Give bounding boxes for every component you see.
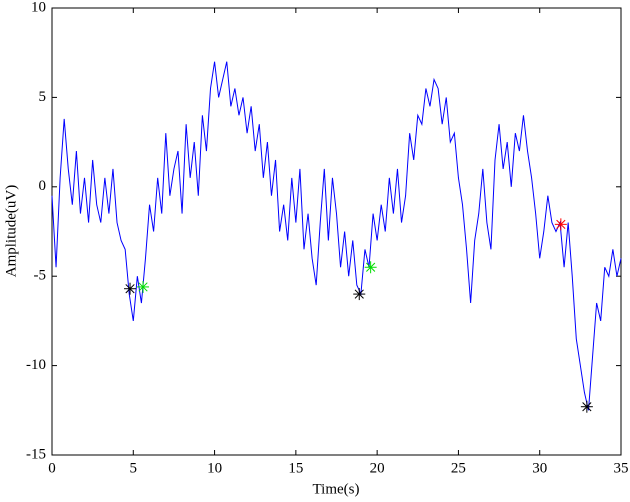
y-tick-label: 5 (39, 89, 47, 105)
marker-stroke (138, 282, 148, 292)
x-tick-label: 0 (48, 460, 56, 476)
x-tick-label: 15 (288, 460, 303, 476)
marker-stroke (582, 402, 592, 412)
marker-stroke (366, 262, 376, 272)
event-marker (353, 288, 366, 301)
x-axis-label: Time(s) (313, 481, 360, 497)
x-tick-label: 25 (451, 460, 466, 476)
y-tick-label: 10 (31, 0, 46, 15)
y-tick-label: -15 (26, 446, 46, 462)
marker-stroke (354, 289, 364, 299)
x-tick-label: 5 (130, 460, 138, 476)
plot-frame (51, 7, 622, 456)
y-tick-label: -5 (34, 268, 47, 284)
y-tick-label: -10 (26, 357, 46, 373)
event-marker (124, 282, 137, 295)
marker-stroke (125, 284, 135, 294)
y-tick-label: 0 (39, 178, 47, 194)
marker-stroke (556, 219, 566, 229)
event-marker (137, 280, 150, 293)
x-tick-label: 35 (614, 460, 629, 476)
x-tick-label: 10 (207, 460, 222, 476)
x-tick-label: 30 (532, 460, 547, 476)
event-marker (580, 400, 593, 413)
event-marker (554, 218, 567, 231)
y-axis-label: Amplitude(uV) (3, 185, 19, 277)
x-tick-label: 20 (370, 460, 385, 476)
event-marker (364, 261, 377, 274)
signal-line (51, 61, 622, 411)
